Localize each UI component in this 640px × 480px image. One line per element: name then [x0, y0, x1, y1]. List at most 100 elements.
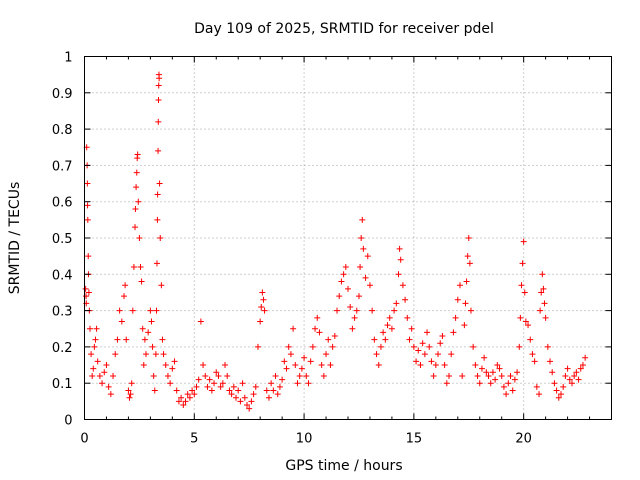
data-point	[357, 264, 364, 271]
data-point	[395, 271, 402, 278]
data-point	[180, 401, 187, 408]
data-point	[276, 383, 283, 390]
data-point	[476, 380, 483, 387]
data-point	[359, 216, 366, 223]
data-point	[568, 380, 575, 387]
x-tick-label: 20	[515, 432, 532, 447]
data-point	[538, 289, 545, 296]
data-point	[500, 383, 507, 390]
data-point	[204, 383, 211, 390]
x-tick-labels: 0 5 10 15 20	[80, 432, 532, 447]
data-point	[518, 282, 525, 289]
data-point	[261, 307, 268, 314]
data-point	[224, 372, 231, 379]
data-point	[505, 380, 512, 387]
data-point	[522, 318, 529, 325]
data-point	[325, 336, 332, 343]
data-point	[135, 198, 142, 205]
data-point	[84, 180, 91, 187]
data-point	[103, 362, 110, 369]
data-points	[82, 71, 589, 412]
data-point	[254, 343, 261, 350]
data-point	[314, 314, 321, 321]
data-point	[540, 285, 547, 292]
data-point	[112, 351, 119, 358]
x-axis-label: GPS time / hours	[285, 458, 402, 474]
data-point	[553, 387, 560, 394]
data-point	[303, 372, 310, 379]
data-point	[250, 391, 257, 398]
data-point	[470, 343, 477, 350]
data-point	[149, 343, 156, 350]
y-tick-label: 1	[64, 51, 72, 66]
data-point	[547, 358, 554, 365]
data-point	[107, 391, 114, 398]
data-point	[312, 325, 319, 332]
data-point	[141, 336, 148, 343]
data-point	[375, 362, 382, 369]
data-point	[318, 362, 325, 369]
data-point	[305, 380, 312, 387]
data-point	[292, 362, 299, 369]
data-point	[160, 351, 167, 358]
data-point	[327, 362, 334, 369]
data-point	[419, 340, 426, 347]
data-point	[158, 282, 165, 289]
data-point	[129, 307, 136, 314]
y-tick-label: 0.1	[52, 377, 73, 392]
data-point	[541, 300, 548, 307]
data-point	[283, 365, 290, 372]
data-point	[193, 383, 200, 390]
data-point	[148, 318, 155, 325]
data-point	[233, 394, 240, 401]
data-point	[182, 398, 189, 405]
data-point	[399, 282, 406, 289]
data-point	[529, 351, 536, 358]
data-point	[154, 191, 161, 198]
data-point	[345, 285, 351, 292]
y-tick-label: 0.5	[52, 232, 73, 247]
data-point	[503, 391, 510, 398]
data-point	[153, 307, 160, 314]
data-point	[294, 380, 301, 387]
data-point	[351, 314, 358, 321]
data-point	[338, 278, 345, 285]
data-point	[150, 372, 157, 379]
x-tick-label: 15	[406, 432, 423, 447]
data-point	[145, 329, 152, 336]
data-point	[265, 394, 272, 401]
data-point	[555, 394, 562, 401]
data-point	[175, 398, 182, 405]
x-tick-label: 0	[80, 432, 88, 447]
data-point	[462, 300, 469, 307]
data-point	[152, 351, 159, 358]
data-point	[156, 180, 163, 187]
data-point	[441, 362, 448, 369]
data-point	[461, 322, 468, 329]
data-point	[89, 372, 96, 379]
data-point	[413, 358, 420, 365]
data-point	[246, 405, 253, 412]
data-point	[446, 372, 453, 379]
data-point	[560, 383, 567, 390]
data-point	[435, 351, 442, 358]
data-point	[91, 343, 98, 350]
x-tick-label: 5	[190, 432, 198, 447]
data-point	[437, 340, 444, 347]
data-point	[138, 278, 145, 285]
data-point	[509, 387, 516, 394]
data-point	[542, 314, 549, 321]
data-point	[101, 369, 108, 376]
data-point	[84, 202, 91, 209]
data-point	[110, 372, 117, 379]
data-point	[579, 362, 586, 369]
data-point	[127, 391, 134, 398]
data-point	[577, 365, 584, 372]
data-point	[202, 372, 209, 379]
y-tick-label: 0.7	[52, 159, 73, 174]
data-point	[118, 318, 125, 325]
data-point	[492, 376, 499, 383]
data-point	[452, 314, 459, 321]
